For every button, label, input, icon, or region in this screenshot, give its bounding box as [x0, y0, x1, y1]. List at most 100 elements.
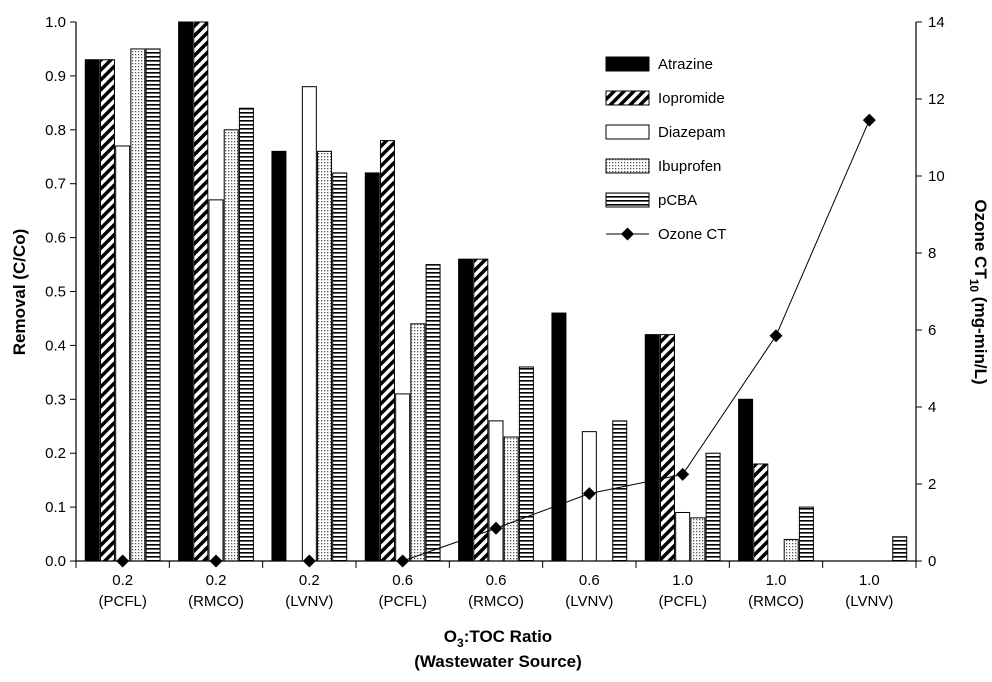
ozone-ct-point-5: [582, 487, 596, 501]
ozone-ct-point-0: [116, 554, 130, 568]
y-axis-right-title: Ozone CT10 (mg-min/L): [967, 199, 990, 384]
x-axis-title: O3:TOC Ratio: [444, 627, 552, 650]
y-right-tick-label: 4: [928, 399, 936, 416]
bar-iopromide-0: [99, 59, 115, 562]
bar-iopromide-7: [753, 463, 769, 562]
y-left-tick-label: 0.7: [45, 176, 66, 193]
legend-swatch-pcba: [605, 192, 650, 208]
x-tick-label-ratio: 1.0: [859, 572, 880, 589]
ozone-ct-point-8: [862, 113, 876, 127]
x-tick-label-source: (PCFL): [98, 593, 146, 610]
bar-pcba-8: [892, 536, 908, 562]
ozone-ct-point-7: [769, 329, 783, 343]
y-left-tick-label: 0.1: [45, 499, 66, 516]
x-tick-label-ratio: 0.2: [112, 572, 133, 589]
x-tick-label-ratio: 0.2: [206, 572, 227, 589]
bar-ibuprofen-6: [690, 517, 706, 562]
x-tick-label-ratio: 1.0: [766, 572, 787, 589]
bar-atrazine-5: [551, 312, 567, 562]
y-axis-left-title: Removal (C/Co): [10, 229, 29, 356]
y-right-tick-label: 2: [928, 476, 936, 493]
bar-pcba-2: [332, 172, 348, 562]
y-right-tick-label: 10: [928, 168, 945, 185]
x-tick-label-ratio: 0.6: [392, 572, 413, 589]
x-tick-label-ratio: 1.0: [672, 572, 693, 589]
y-right-tick-label: 12: [928, 91, 945, 108]
ozone-ct-point-6: [676, 467, 690, 481]
bar-diazepam-1: [208, 199, 224, 562]
legend-swatch-ozone-ct-marker: [621, 227, 634, 241]
ozone-ct-point-1: [209, 554, 223, 568]
legend-swatch-diazepam: [605, 124, 650, 140]
bar-iopromide-4: [473, 258, 489, 562]
bar-ibuprofen-2: [317, 150, 333, 562]
bar-pcba-5: [612, 420, 628, 562]
legend-swatch-atrazine: [605, 56, 650, 72]
legend-swatch-ibuprofen: [605, 158, 650, 174]
ozone-ct-point-2: [302, 554, 316, 568]
legend-label-ozone-ct: Ozone CT: [658, 226, 726, 243]
y-left-tick-label: 1.0: [45, 14, 66, 31]
bar-atrazine-7: [738, 398, 754, 562]
bar-atrazine-6: [644, 334, 660, 562]
x-tick-label-ratio: 0.6: [579, 572, 600, 589]
y-left-tick-label: 0.4: [45, 337, 66, 354]
bar-pcba-6: [705, 452, 721, 562]
legend-label-diazepam: Diazepam: [658, 124, 726, 141]
bar-iopromide-1: [193, 21, 209, 562]
bar-atrazine-3: [364, 172, 380, 562]
y-right-tick-label: 8: [928, 245, 936, 262]
bar-ibuprofen-4: [503, 436, 519, 562]
bar-diazepam-6: [675, 511, 691, 562]
bar-ibuprofen-0: [130, 48, 146, 562]
y-left-tick-label: 0.0: [45, 553, 66, 570]
bar-ibuprofen-7: [783, 538, 799, 562]
y-left-tick-label: 0.2: [45, 445, 66, 462]
x-axis-title-line2: (Wastewater Source): [414, 652, 582, 671]
bar-iopromide-6: [659, 334, 675, 562]
x-tick-label-source: (LVNV): [565, 593, 613, 610]
bar-diazepam-3: [395, 393, 411, 562]
x-tick-label-source: (RMCO): [468, 593, 524, 610]
y-left-tick-label: 0.5: [45, 284, 66, 301]
bar-atrazine-2: [271, 150, 287, 562]
bar-pcba-4: [518, 366, 534, 562]
bar-ibuprofen-1: [223, 129, 239, 562]
bar-pcba-0: [145, 48, 161, 562]
y-left-tick-label: 0.6: [45, 230, 66, 247]
legend-label-ibuprofen: Ibuprofen: [658, 158, 721, 175]
bar-diazepam-2: [301, 86, 317, 562]
x-tick-label-source: (RMCO): [188, 593, 244, 610]
bar-atrazine-1: [178, 21, 194, 562]
x-tick-label-source: (LVNV): [845, 593, 893, 610]
bar-pcba-3: [425, 264, 441, 562]
y-left-tick-label: 0.9: [45, 68, 66, 85]
y-left-tick-label: 0.8: [45, 122, 66, 139]
legend-label-atrazine: Atrazine: [658, 56, 713, 73]
y-left-tick-label: 0.3: [45, 391, 66, 408]
x-tick-label-source: (RMCO): [748, 593, 804, 610]
y-right-tick-label: 14: [928, 14, 945, 31]
x-tick-label-source: (LVNV): [285, 593, 333, 610]
bar-diazepam-4: [488, 420, 504, 562]
plot-area: 0.0 0.1 0.2 0.3 0.4 0.5 0.6 0.7 0.8 0.9 1.0 0 2 4 6 8 10…: [45, 14, 945, 610]
ozone-ct-point-3: [396, 554, 410, 568]
legend-label-iopromide: Iopromide: [658, 90, 725, 107]
bar-iopromide-3: [379, 140, 395, 562]
bar-atrazine-4: [458, 258, 474, 562]
x-tick-label-source: (PCFL): [378, 593, 426, 610]
bar-pcba-7: [798, 506, 814, 562]
y-right-tick-label: 6: [928, 322, 936, 339]
x-tick-label-source: (PCFL): [658, 593, 706, 610]
ozone-ct-point-4: [489, 521, 503, 535]
bar-atrazine-0: [84, 59, 100, 562]
legend-swatch-iopromide: [605, 90, 650, 106]
x-tick-label-ratio: 0.2: [299, 572, 320, 589]
y-right-tick-label: 0: [928, 553, 936, 570]
legend: Atrazine Iopromide Diazepam Ibuprofen pCBA Oz…: [605, 56, 726, 243]
bar-diazepam-0: [115, 145, 131, 562]
legend-label-pcba: pCBA: [658, 192, 697, 209]
bar-pcba-1: [238, 107, 254, 562]
x-tick-label-ratio: 0.6: [486, 572, 507, 589]
